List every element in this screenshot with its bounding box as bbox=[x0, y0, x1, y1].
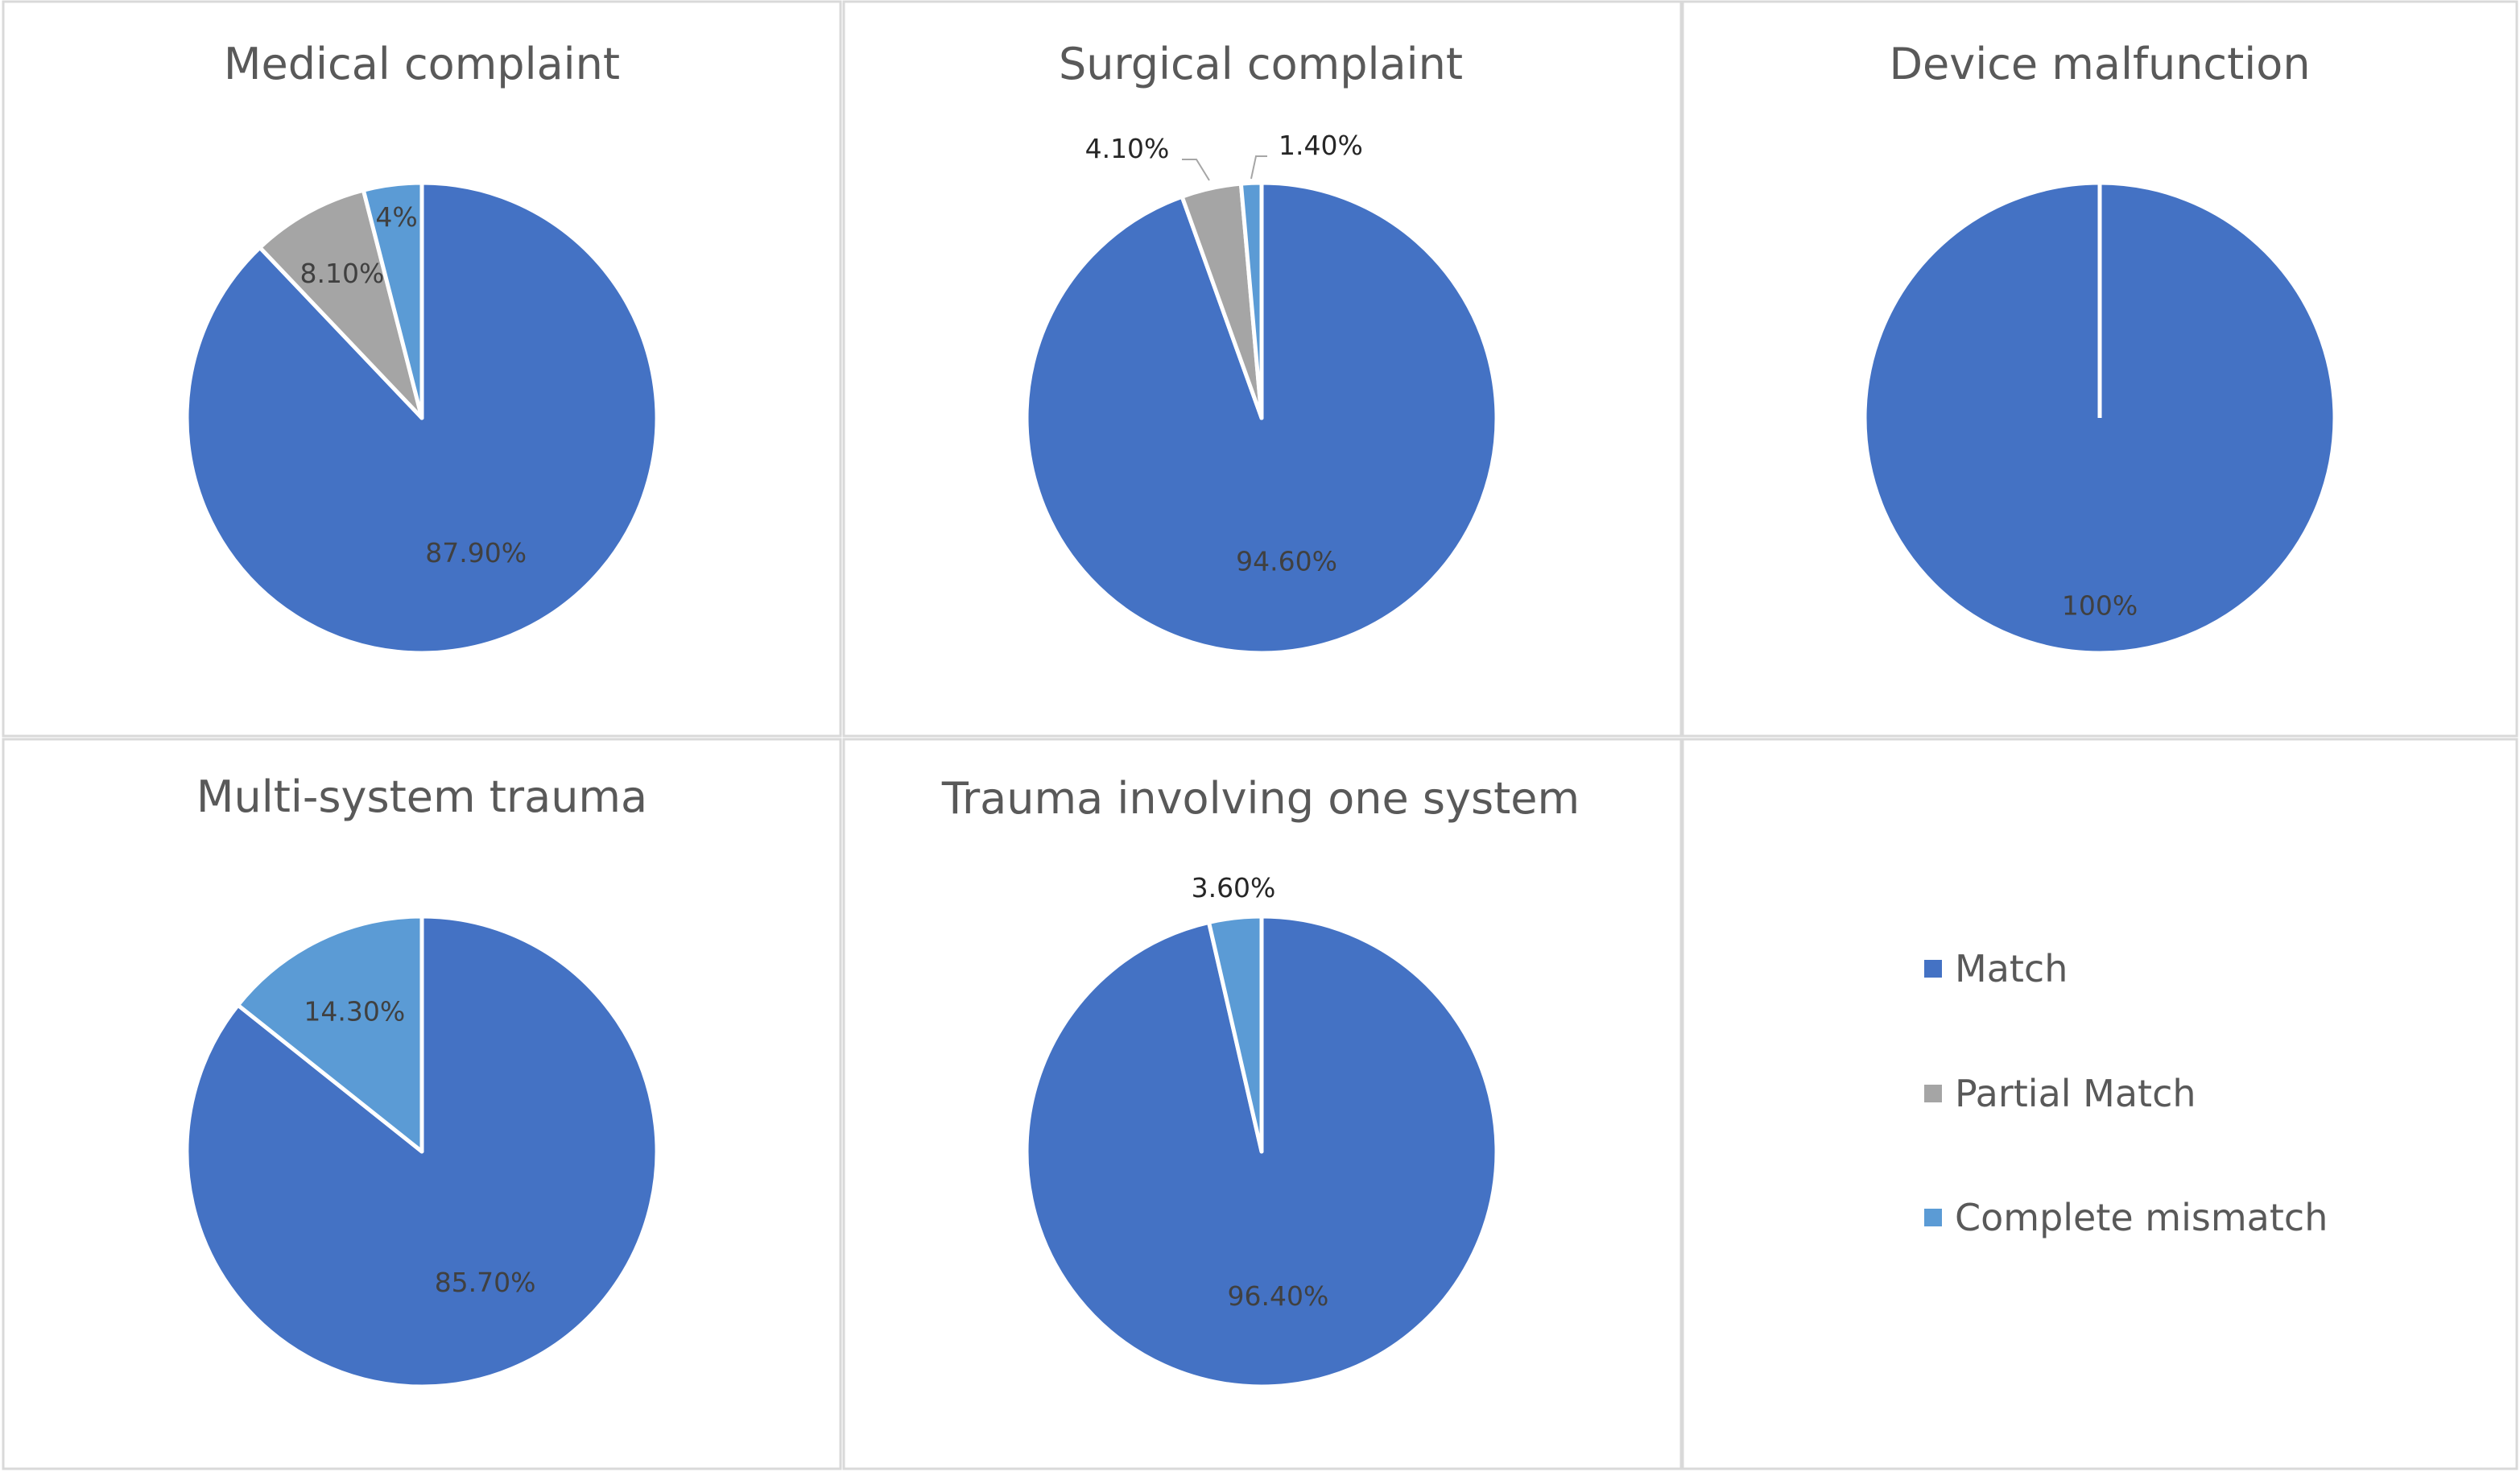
data-label-medical-1: 8.10% bbox=[300, 258, 385, 289]
legend-swatch-match bbox=[1924, 960, 1942, 978]
leader-line-surgical-1 bbox=[1182, 159, 1210, 181]
leader-line-surgical-2 bbox=[1250, 155, 1267, 180]
panel-border-5 bbox=[842, 738, 1683, 1470]
panel-border-6 bbox=[1681, 738, 2518, 1470]
panel-title-device: Device malfunction bbox=[1889, 39, 2310, 89]
panel-title-surgical: Surgical complaint bbox=[1059, 39, 1463, 89]
data-label-device-0: 100% bbox=[2062, 590, 2138, 622]
legend-label-match: Match bbox=[1955, 947, 2068, 990]
legend: Match Partial Match Complete mismatch bbox=[1924, 947, 2328, 1239]
panel-border-2 bbox=[842, 0, 1683, 738]
data-label-surgical-0: 94.60% bbox=[1236, 545, 1337, 577]
legend-label-complete-mismatch: Complete mismatch bbox=[1955, 1196, 2328, 1239]
panel-title-one-system-trauma: Trauma involving one system bbox=[941, 773, 1580, 824]
data-label-surgical-1: 4.10% bbox=[1085, 133, 1170, 164]
data-label-medical-2: 4% bbox=[375, 201, 417, 233]
data-label-multi-trauma-1: 14.30% bbox=[304, 995, 405, 1027]
panel-border-1 bbox=[2, 0, 842, 738]
legend-label-partial-match: Partial Match bbox=[1955, 1072, 2196, 1115]
pie-slice-one-system-trauma-complete-mismatch bbox=[1207, 914, 1264, 1154]
panel-title-multi-trauma: Multi-system trauma bbox=[196, 771, 647, 822]
panel-border-3 bbox=[1681, 0, 2518, 738]
pie-slice-multi-trauma-complete-mismatch bbox=[236, 914, 424, 1154]
panel-border-4 bbox=[2, 738, 842, 1470]
data-label-surgical-2: 1.40% bbox=[1279, 130, 1363, 161]
pie-slice-medical-partial-match bbox=[258, 188, 424, 420]
panel-title-medical: Medical complaint bbox=[224, 39, 620, 89]
legend-swatch-partial-match bbox=[1924, 1085, 1942, 1102]
pie-slice-medical-complete-mismatch bbox=[361, 180, 424, 420]
pie-slice-surgical-match bbox=[1024, 180, 1499, 655]
data-label-medical-0: 87.90% bbox=[425, 537, 527, 569]
pie-layer: 87.90% 8.10% 4% 94.60% 4.10% 1.40% 100% 85.70% 1… bbox=[184, 130, 2337, 1389]
data-label-one-system-trauma-1: 3.60% bbox=[1192, 872, 1276, 903]
legend-swatch-complete-mismatch bbox=[1924, 1209, 1942, 1226]
data-label-one-system-trauma-0: 96.40% bbox=[1228, 1280, 1329, 1312]
data-label-multi-trauma-0: 85.70% bbox=[435, 1267, 536, 1298]
pie-slice-surgical-complete-mismatch bbox=[1238, 180, 1264, 420]
